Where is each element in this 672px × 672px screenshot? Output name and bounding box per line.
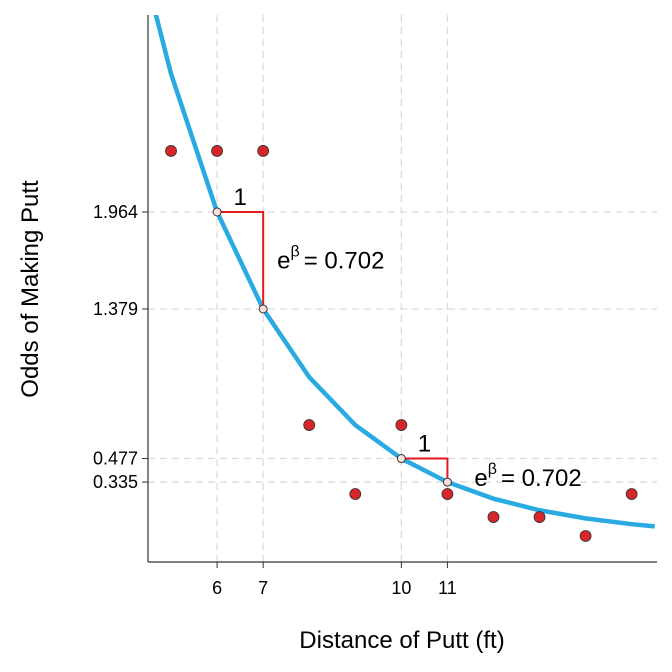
x-tick-label: 10 — [391, 578, 411, 598]
annotation-sup: β — [488, 461, 497, 478]
y-tick-label: 0.335 — [93, 472, 138, 492]
annotation-text: = 0.702 — [304, 247, 385, 274]
data-point — [625, 488, 638, 500]
annotation: 1 — [418, 431, 431, 458]
annotation: 1 — [233, 184, 246, 211]
highlight-point — [258, 304, 268, 314]
annotation-sup: β — [291, 243, 300, 260]
data-point — [533, 511, 546, 523]
highlight-point — [396, 454, 406, 464]
x-tick-label: 11 — [438, 578, 457, 598]
data-point — [579, 530, 592, 542]
annotation: eβ = 0.702 — [277, 243, 384, 274]
x-tick-label: 7 — [258, 578, 268, 598]
annotation: eβ = 0.702 — [474, 461, 581, 492]
highlight-point — [212, 207, 222, 217]
annotation-text: = 0.702 — [501, 465, 582, 492]
x-axis-title: Distance of Putt (ft) — [299, 627, 504, 654]
y-tick-label: 1.379 — [93, 299, 138, 319]
data-point — [487, 511, 500, 523]
data-point — [441, 488, 454, 500]
x-tick-label: 6 — [212, 578, 222, 598]
step-line — [401, 457, 449, 483]
annotation-base: e — [474, 465, 487, 492]
data-point — [257, 145, 270, 157]
highlight-point — [442, 477, 452, 487]
step-line — [217, 210, 265, 309]
data-point — [211, 145, 223, 157]
data-point — [349, 488, 362, 500]
y-tick-label: 1.964 — [93, 202, 138, 222]
data-point — [395, 419, 408, 431]
data-point — [165, 145, 177, 157]
y-axis-title: Odds of Making Putt — [17, 180, 44, 398]
data-point — [303, 419, 316, 431]
annotation-base: e — [277, 247, 290, 274]
y-tick-label: 0.477 — [93, 449, 138, 469]
